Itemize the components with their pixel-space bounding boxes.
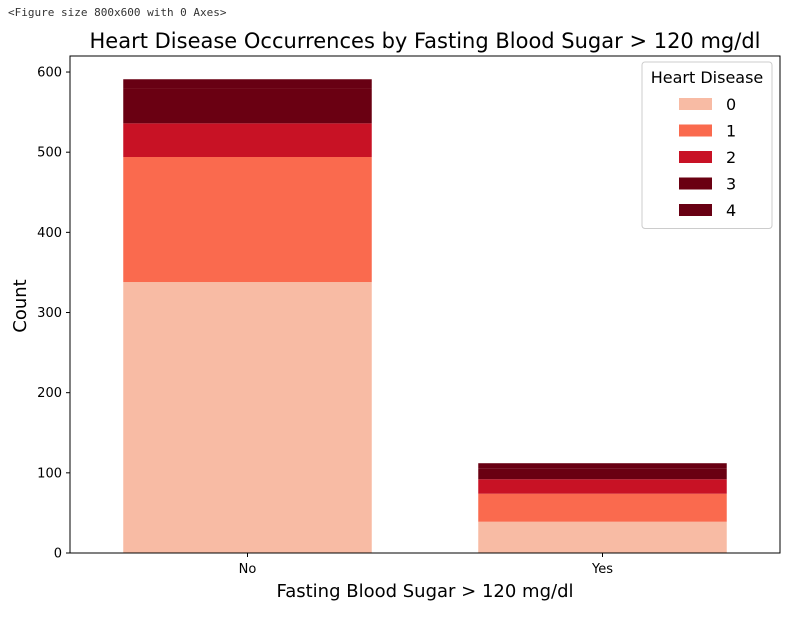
- bar-segment-yes-series-1: [478, 493, 727, 522]
- plot-frame: [69, 55, 781, 554]
- figure-size-caption: <Figure size 800x600 with 0 Axes>: [8, 6, 227, 19]
- y-tick-label: 200: [37, 386, 62, 401]
- bar-segment-no-series-2: [123, 123, 372, 158]
- bar-segment-no-series-1: [123, 157, 372, 283]
- legend: Heart Disease 0 1 2 3 4: [641, 61, 773, 229]
- bar-segment-yes-series-0: [478, 521, 727, 553]
- y-axis: 0 100 200 300 400 500 600: [37, 66, 70, 562]
- y-tick-label: 0: [54, 547, 62, 562]
- legend-swatch-2: [679, 151, 712, 163]
- legend-label-4: 4: [726, 201, 736, 220]
- chart-title: Heart Disease Occurrences by Fasting Blo…: [90, 29, 761, 53]
- y-tick-label: 600: [37, 66, 62, 81]
- x-axis: No Yes: [239, 553, 613, 577]
- legend-swatch-1: [679, 124, 712, 137]
- bar-segment-yes-series-2: [478, 479, 727, 494]
- bar-segment-no-series-3: [123, 88, 372, 124]
- legend-label-1: 1: [726, 122, 736, 141]
- y-tick-label: 300: [37, 306, 62, 321]
- legend-label-3: 3: [726, 175, 736, 194]
- y-tick-label: 400: [37, 226, 62, 241]
- legend-swatch-3: [679, 177, 712, 190]
- legend-swatch-0: [679, 98, 712, 110]
- legend-label-2: 2: [726, 148, 736, 167]
- y-tick-label: 100: [37, 466, 62, 481]
- x-tick-label: Yes: [591, 562, 613, 577]
- legend-title: Heart Disease: [651, 68, 764, 87]
- x-axis-label: Fasting Blood Sugar > 120 mg/dl: [277, 581, 574, 602]
- bar-segment-no-series-4: [123, 79, 372, 89]
- legend-box: [641, 61, 773, 229]
- bar-segment-yes-series-3: [478, 468, 727, 480]
- x-tick-label: No: [239, 562, 257, 577]
- legend-swatch-4: [679, 204, 712, 216]
- bar-segment-no-series-0: [123, 282, 372, 553]
- y-axis-label: Count: [10, 279, 31, 332]
- plot-area: [123, 79, 727, 553]
- legend-label-0: 0: [726, 95, 736, 114]
- y-tick-label: 500: [37, 146, 62, 161]
- bar-segment-yes-series-4: [478, 463, 727, 469]
